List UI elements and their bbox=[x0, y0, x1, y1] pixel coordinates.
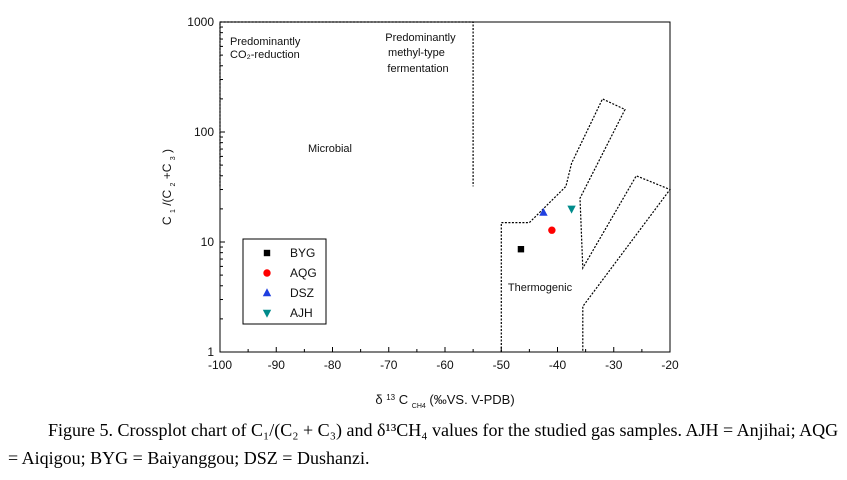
legend-markers bbox=[262, 249, 272, 318]
y-label-close: ) bbox=[160, 149, 174, 153]
legend-label-byg: BYG bbox=[290, 246, 315, 260]
legend-marker-dsz bbox=[262, 288, 272, 297]
methyl-fermentation-line-1: Predominantly bbox=[385, 32, 456, 44]
figure-caption: Figure 5. Crossplot chart of C₁/(C₂ + C₃… bbox=[8, 420, 839, 468]
legend-label-ajh: AJH bbox=[290, 306, 313, 320]
thermogenic-region-boundary bbox=[500, 98, 671, 352]
y-tick-label-3: 1000 bbox=[187, 15, 214, 29]
y-label-c1: C bbox=[160, 216, 174, 225]
data-point-aqg-0 bbox=[548, 226, 556, 234]
x-tick-label-7: -30 bbox=[605, 358, 623, 372]
legend-box bbox=[242, 238, 327, 325]
x-label-c: C bbox=[399, 392, 408, 407]
legend-marker-byg bbox=[263, 249, 271, 257]
x-tick-label-2: -80 bbox=[324, 358, 342, 372]
x-tick-label-3: -70 bbox=[380, 358, 398, 372]
y-tick-label-0: 1 bbox=[207, 345, 214, 359]
data-point-dsz-0 bbox=[539, 207, 548, 216]
x-tick-label-0: -100 bbox=[208, 358, 232, 372]
y-label-s1: 1 bbox=[170, 209, 177, 213]
y-tick-label-1: 10 bbox=[201, 235, 215, 249]
y-tick-label-2: 100 bbox=[194, 125, 214, 139]
thermogenic-label: Thermogenic bbox=[508, 282, 573, 294]
x-label-sup: 13 bbox=[386, 393, 395, 402]
x-tick-label-8: -20 bbox=[661, 358, 679, 372]
x-axis-ticks: -100 -90 -80 -70 -60 -50 -40 -30 -20 bbox=[208, 347, 679, 372]
legend: BYG AQG DSZ AJH bbox=[242, 238, 327, 325]
x-label-sub: CH4 bbox=[412, 403, 426, 410]
methyl-fermentation-annotation: Predominantly methyl-type fermentation bbox=[385, 32, 458, 75]
y-axis-label: C 1 /(C 2 +C 3 ) bbox=[160, 149, 177, 225]
legend-label-aqg: AQG bbox=[290, 266, 317, 280]
legend-label-dsz: DSZ bbox=[290, 286, 314, 300]
methyl-fermentation-line-3: fermentation bbox=[387, 63, 448, 75]
microbial-label: Microbial bbox=[308, 143, 352, 155]
co2-reduction-annotation: Predominantly CO₂-reduction bbox=[230, 36, 303, 61]
x-label-rest: (‰VS. V-PDB) bbox=[429, 392, 514, 407]
data-point-byg-0 bbox=[517, 246, 525, 253]
x-axis-label: δ 13 C CH4 (‰VS. V-PDB) bbox=[375, 392, 514, 410]
x-tick-label-5: -50 bbox=[493, 358, 511, 372]
data-points bbox=[517, 205, 576, 253]
x-tick-label-1: -90 bbox=[268, 358, 286, 372]
co2-reduction-line-1: Predominantly bbox=[230, 36, 301, 48]
legend-marker-ajh bbox=[262, 309, 272, 318]
x-tick-label-6: -40 bbox=[549, 358, 567, 372]
y-label-s3: 3 bbox=[170, 156, 177, 160]
methyl-fermentation-line-2: methyl-type bbox=[388, 47, 445, 59]
x-label-delta: δ bbox=[375, 392, 382, 407]
y-label-plus: +C bbox=[160, 163, 174, 179]
x-tick-label-4: -60 bbox=[436, 358, 454, 372]
legend-marker-aqg bbox=[263, 269, 271, 277]
data-point-ajh-0 bbox=[567, 205, 576, 214]
co2-reduction-line-2: CO₂-reduction bbox=[230, 49, 300, 61]
crossplot-chart: -100 -90 -80 -70 -60 -50 -40 -30 -20 1101001000 … bbox=[160, 15, 679, 410]
y-label-mid: /(C bbox=[160, 189, 174, 205]
y-axis-ticks: 1 10 100 1000 bbox=[187, 15, 225, 359]
y-label-s2: 2 bbox=[170, 182, 177, 186]
